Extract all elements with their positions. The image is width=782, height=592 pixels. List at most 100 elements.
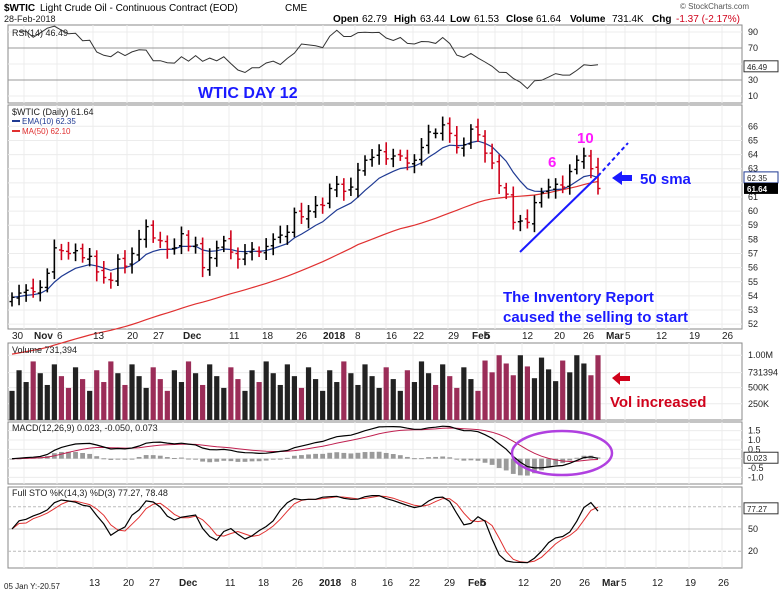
ohlc-bar	[510, 186, 516, 230]
macd-histogram-bar	[539, 458, 544, 471]
volume-bar	[510, 375, 516, 420]
watermark: © StockCharts.com	[680, 2, 749, 11]
macd-last-tag-label: 0.023	[747, 454, 768, 463]
macd-histogram-bar	[489, 458, 495, 465]
ohlc-bar	[186, 230, 192, 252]
ohlc-bar	[73, 243, 79, 262]
volume-bar	[496, 355, 502, 420]
x-axis-bottom-label: 12	[652, 578, 664, 589]
ohlc-bar	[23, 284, 29, 302]
macd-histogram-bar	[383, 452, 389, 459]
volume-bar	[390, 379, 396, 420]
close-price-tag	[744, 182, 778, 194]
annotation-inventory-2: caused the selling to start	[503, 309, 688, 326]
x-axis-bottom-label: 20	[550, 578, 562, 589]
macd-histogram-bar	[412, 458, 417, 460]
x-axis-bottom-label: 13	[89, 578, 101, 589]
ohlc-bar	[150, 220, 156, 243]
low-value: 61.53	[474, 14, 499, 25]
ohlc-bar	[115, 254, 121, 287]
price-tick-label: 54	[748, 291, 758, 301]
ohlc-bar	[122, 250, 128, 274]
macd-histogram-bar	[532, 458, 537, 474]
volume-panel-label: Volume 731,394	[12, 345, 77, 355]
volume-bar	[94, 370, 100, 420]
volume-bar	[461, 367, 467, 420]
sto-tick-label: 20	[748, 546, 758, 556]
ma50-line	[11, 180, 599, 355]
annotation-count-6: 6	[548, 154, 556, 171]
high-value: 63.44	[420, 14, 445, 25]
macd-histogram-bar	[249, 458, 255, 462]
price-tick-label: 53	[748, 305, 758, 315]
volume-bar	[418, 361, 425, 420]
ohlc-bar	[171, 238, 177, 255]
price-tick-label: 63	[748, 164, 758, 174]
volume-bar	[200, 384, 206, 420]
volume-bar	[143, 387, 149, 420]
x-axis-top-label: 18	[262, 331, 274, 342]
annotation-title: WTIC DAY 12	[198, 85, 298, 102]
volume-bar	[185, 361, 192, 420]
macd-panel-label: MACD(12,26,9) 0.023, -0.050, 0.073	[12, 423, 158, 433]
volume-bar	[122, 384, 128, 420]
ohlc-bar	[164, 235, 170, 259]
macd-histogram-bar	[108, 458, 114, 460]
rsi-panel-label: RSI(14) 46.49	[12, 28, 68, 38]
x-axis-bottom-label: 19	[685, 578, 697, 589]
ohlc-bar	[546, 178, 552, 199]
macd-histogram-bar	[313, 453, 318, 459]
volume-bar	[588, 375, 594, 420]
ohlc-bar	[200, 237, 206, 278]
x-axis-bottom-label: Feb	[468, 578, 486, 589]
sto-last-tag-label: 77.27	[747, 505, 768, 514]
macd-histogram-bar	[362, 452, 368, 459]
macd-tick-label: -0.5	[748, 463, 764, 473]
x-axis-bottom-label: 8	[351, 578, 357, 589]
volume-bar	[150, 367, 156, 420]
x-axis-bottom-label: 12	[518, 578, 530, 589]
ohlc-bar	[298, 202, 304, 224]
macd-histogram-bar	[426, 457, 431, 459]
macd-histogram-bar	[292, 455, 297, 459]
ohlc-bar	[355, 162, 361, 198]
ohlc-bar	[383, 142, 389, 165]
x-axis-top-label: 20	[127, 331, 139, 342]
macd-histogram-bar	[200, 458, 206, 462]
macd-histogram-bar	[59, 451, 64, 459]
volume-bar	[468, 379, 474, 420]
macd-tick-label: 0.5	[748, 444, 761, 454]
x-axis-bottom-label: 27	[149, 578, 161, 589]
ohlc-bar	[221, 235, 227, 253]
volume-bar	[228, 367, 234, 420]
volume-bar	[560, 360, 566, 420]
volume-bar	[87, 390, 93, 420]
volume-bar	[298, 387, 305, 420]
annotation-inventory-1: The Inventory Report	[503, 289, 654, 306]
ohlc-bar	[214, 240, 220, 267]
volume-bar	[482, 360, 488, 420]
volume-bar	[475, 390, 481, 420]
volume-bar	[503, 363, 509, 420]
volume-value: 731.4K	[612, 14, 644, 25]
ohlc-bar	[362, 155, 368, 176]
macd-histogram-bar	[355, 452, 361, 459]
close-label: Close	[506, 14, 534, 25]
x-axis-top-label: 8	[355, 331, 361, 342]
ohlc-bar	[193, 236, 199, 254]
ohlc-bar	[16, 284, 22, 306]
volume-bar	[256, 382, 262, 420]
price-tick-label: 61	[748, 192, 758, 202]
symbol-label: $WTIC	[4, 3, 35, 14]
volume-bar	[214, 376, 220, 420]
ohlc-bar	[348, 177, 354, 196]
ema-legend-label: EMA(10) 62.35	[22, 117, 76, 126]
x-axis-top-label: 2018	[323, 331, 346, 342]
ohlc-bar	[567, 164, 573, 195]
macd-histogram-bar	[461, 458, 467, 461]
x-axis-top-label: 12	[522, 331, 534, 342]
macd-histogram-bar	[101, 458, 107, 460]
volume-bar	[355, 384, 361, 420]
volume-bar	[101, 382, 107, 420]
